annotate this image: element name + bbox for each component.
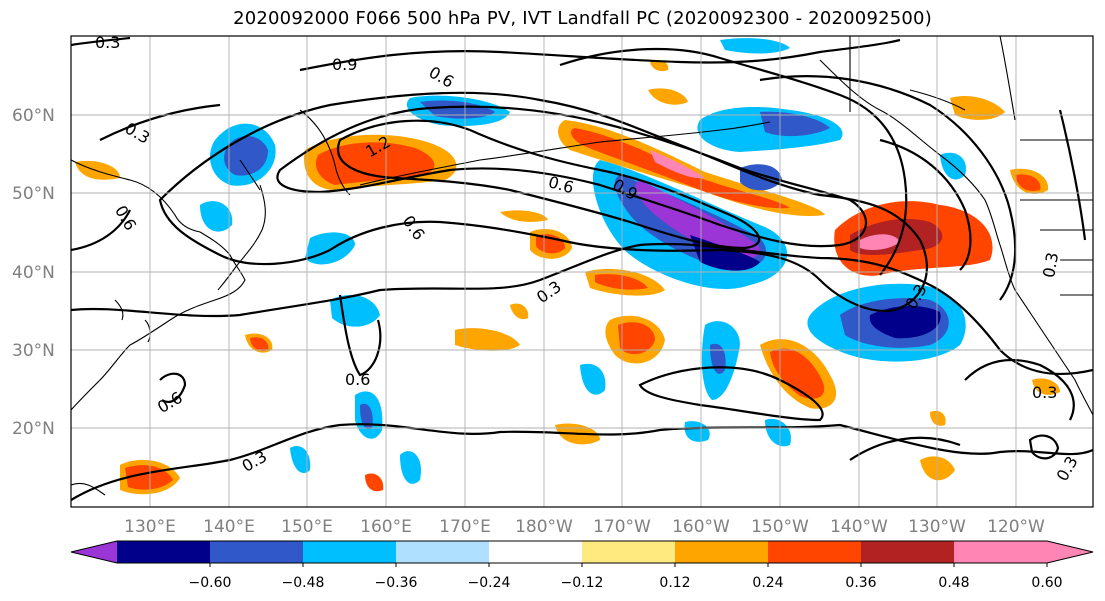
contour-03-north xyxy=(71,242,1093,376)
colorbar-cell xyxy=(210,541,304,563)
pv-shading xyxy=(75,38,1060,495)
colorbar-tick-label: 0.24 xyxy=(752,575,783,591)
contour-03-south xyxy=(71,423,1093,501)
colorbar-tick-label: −0.12 xyxy=(561,575,604,591)
colorbar-cell xyxy=(489,541,583,563)
coastlines xyxy=(71,36,1093,496)
contour-label: 0.3 xyxy=(95,33,120,52)
lat-label: 40°N xyxy=(12,263,55,283)
contour-label: 0.9 xyxy=(332,55,357,74)
colorbar-tick-label: 0.12 xyxy=(659,575,690,591)
lon-label: 180°W xyxy=(515,517,573,537)
colorbar-cell xyxy=(954,541,1048,563)
kamchatka xyxy=(299,109,351,196)
contour-06-ring xyxy=(158,91,928,313)
lon-label: 160°E xyxy=(360,517,412,537)
plot-frame xyxy=(70,35,1094,508)
lon-label: 130°W xyxy=(908,517,966,537)
colorbar-extend-max xyxy=(1047,541,1093,563)
colorbar-cell xyxy=(303,541,397,563)
colorbar-cell xyxy=(675,541,769,563)
na-west-coast xyxy=(999,244,1093,416)
map-plot-area: 0.3 0.9 0.6 1.2 0.9 0.6 0.3 0.6 0.6 0.3 … xyxy=(71,33,1093,507)
colorbar-tick-label: 0.48 xyxy=(938,575,969,591)
lat-label: 50°N xyxy=(12,184,55,204)
colorbar-tick-label: −0.24 xyxy=(468,575,511,591)
contour-label: 0.3 xyxy=(1039,251,1062,279)
contour-north-09 xyxy=(299,38,901,72)
colorbar-tick-label: 0.36 xyxy=(845,575,876,591)
contour-label: 0.3 xyxy=(1032,383,1057,402)
figure-title: 2020092000 F066 500 hPa PV, IVT Landfall… xyxy=(233,8,932,29)
neg-anomaly-center-core xyxy=(635,180,760,259)
lon-label: 160°W xyxy=(672,517,730,537)
longitude-labels: 130°E 140°E 150°E 160°E 170°E 180°W 170°… xyxy=(124,517,1045,537)
colorbar-tick-label: −0.36 xyxy=(375,575,418,591)
lon-label: 120°W xyxy=(987,517,1045,537)
lon-label: 140°E xyxy=(203,517,255,537)
colorbar-frame xyxy=(70,540,1094,564)
latitude-labels: 60°N 50°N 40°N 30°N 20°N xyxy=(12,106,55,439)
aleutians xyxy=(359,121,771,186)
lon-label: 170°E xyxy=(439,517,491,537)
colorbar-ticks: −0.60 −0.48 −0.36 −0.24 −0.12 0.12 0.24 0.36 0.4… xyxy=(189,563,1063,591)
colorbar-cell xyxy=(582,541,676,563)
pv-contours xyxy=(71,36,1093,501)
lat-label: 30°N xyxy=(12,341,55,361)
lon-label: 130°E xyxy=(124,517,176,537)
lat-label: 60°N xyxy=(12,106,55,126)
colorbar-tick-label: 0.60 xyxy=(1031,575,1062,591)
colorbar-cell xyxy=(861,541,955,563)
lon-label: 170°W xyxy=(593,517,651,537)
contour-09-ring xyxy=(276,105,868,248)
contour-12-ring xyxy=(337,119,761,250)
colorbar: −0.60 −0.48 −0.36 −0.24 −0.12 0.12 0.24 0.36 0.4… xyxy=(70,540,1094,591)
colorbar-cells xyxy=(71,541,1093,563)
colorbar-cell xyxy=(117,541,211,563)
graticule xyxy=(71,36,1093,507)
lon-label: 140°W xyxy=(830,517,888,537)
lon-label: 150°E xyxy=(281,517,333,537)
colorbar-tick-label: −0.48 xyxy=(282,575,325,591)
japan xyxy=(217,184,266,291)
colorbar-cell xyxy=(396,541,490,563)
asia-coast xyxy=(71,159,246,411)
colorbar-tick-label: −0.60 xyxy=(189,575,232,591)
lat-label: 20°N xyxy=(12,419,55,439)
colorbar-cell xyxy=(768,541,862,563)
lon-label: 150°W xyxy=(751,517,809,537)
colorbar-extend-min xyxy=(71,541,117,563)
alaska-coast xyxy=(819,59,1001,246)
contour-label: 0.6 xyxy=(345,370,370,389)
